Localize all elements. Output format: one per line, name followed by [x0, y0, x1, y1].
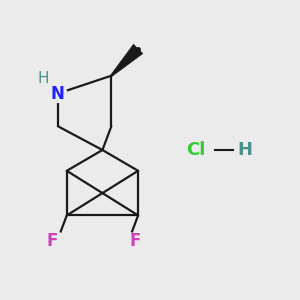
- Polygon shape: [111, 44, 143, 76]
- Text: F: F: [130, 232, 141, 250]
- Text: N: N: [51, 85, 65, 103]
- Text: H: H: [238, 141, 253, 159]
- Circle shape: [49, 85, 67, 102]
- Text: Cl: Cl: [186, 141, 205, 159]
- Circle shape: [51, 232, 64, 246]
- Text: F: F: [47, 232, 58, 250]
- Circle shape: [123, 232, 136, 246]
- Text: H: H: [37, 70, 49, 86]
